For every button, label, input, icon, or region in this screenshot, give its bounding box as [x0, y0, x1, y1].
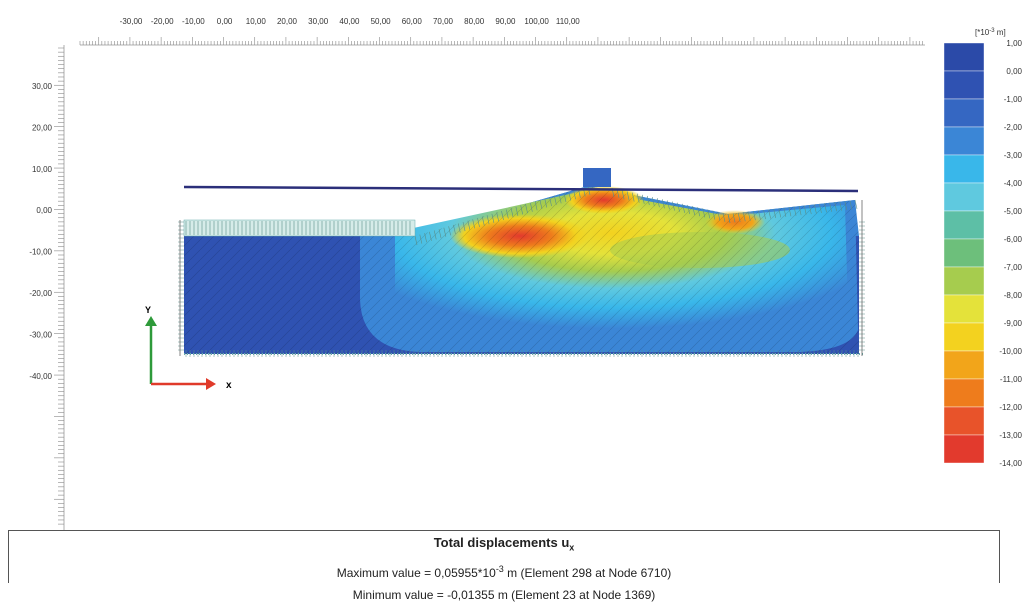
x-tick-label: 40,00: [339, 17, 360, 26]
legend-label: -3,00: [1004, 151, 1023, 160]
x-tick-label: 0,00: [217, 17, 233, 26]
x-tick-label: -10,00: [182, 17, 205, 26]
y-tick-label: 10,00: [32, 165, 53, 174]
max-prefix: Maximum value = 0,05955*10: [336, 565, 496, 580]
y-tick-label: 0,00: [36, 206, 52, 215]
legend-swatch: [943, 406, 985, 436]
x-tick-label: 80,00: [464, 17, 485, 26]
result-title: Total displacements ux: [9, 535, 999, 556]
y-tick-label: 30,00: [32, 82, 53, 91]
max-suffix: m (Element 298 at Node 6710): [503, 565, 672, 580]
legend-label: -12,00: [999, 403, 1022, 412]
y-tick-label: -10,00: [29, 248, 52, 257]
x-tick-label: 90,00: [495, 17, 516, 26]
legend-label: 0,00: [1006, 67, 1022, 76]
legend-swatch: [943, 126, 985, 156]
legend-label: -4,00: [1004, 179, 1023, 188]
legend-swatch: [943, 98, 985, 128]
legend-swatch: [943, 350, 985, 380]
top-ruler: [79, 37, 923, 45]
legend-label: -14,00: [999, 459, 1022, 468]
y-tick-label: -40,00: [29, 372, 52, 381]
left-surface-strip: [183, 219, 416, 237]
y-tick-label: 20,00: [32, 123, 53, 132]
legend-label: -7,00: [1004, 263, 1023, 272]
surface-hatch: [178, 185, 865, 357]
legend-swatch: [943, 238, 985, 268]
x-tick-label: 30,00: [308, 17, 329, 26]
legend-swatch: [943, 42, 985, 72]
legend-label: -13,00: [999, 431, 1022, 440]
legend-swatch: [943, 70, 985, 100]
x-axis-letter: x: [226, 380, 232, 391]
x-tick-label: -30,00: [120, 17, 143, 26]
left-ruler: [54, 47, 64, 525]
soil-model: [178, 168, 865, 357]
x-tick-label: 20,00: [277, 17, 298, 26]
legend-swatch: [943, 434, 985, 464]
x-tick-label: 60,00: [402, 17, 423, 26]
legend-swatch: [943, 378, 985, 408]
legend-swatch: [943, 182, 985, 212]
mesh-overlay: [184, 186, 859, 354]
legend-label: -5,00: [1004, 207, 1023, 216]
legend-swatch: [943, 266, 985, 296]
x-tick-label: 10,00: [246, 17, 267, 26]
max-exponent: -3: [495, 563, 504, 574]
legend-swatch: [943, 322, 985, 352]
maximum-value: Maximum value = 0,05955*10-3 m (Element …: [9, 562, 999, 580]
legend-label: 1,00: [1006, 39, 1022, 48]
x-tick-label: 50,00: [371, 17, 392, 26]
y-tick-label: -20,00: [29, 289, 52, 298]
y-tick-labels: 30,00 20,00 10,00 0,00 -10,00 -20,00 -30,00 -40…: [29, 82, 52, 381]
title-main: Total displacements u: [433, 535, 570, 550]
x-tick-label: 110,00: [556, 17, 580, 26]
legend-swatch: [943, 154, 985, 184]
x-tick-label: 70,00: [433, 17, 454, 26]
legend-swatch: [943, 294, 985, 324]
legend-label: -6,00: [1004, 235, 1023, 244]
legend-label: -8,00: [1004, 291, 1023, 300]
legend-unit: [*10-3 m]: [975, 28, 1006, 37]
legend-label: -2,00: [1004, 123, 1023, 132]
legend-label: -10,00: [999, 347, 1022, 356]
y-axis-letter: Y: [145, 305, 151, 315]
legend-label: -1,00: [1004, 95, 1023, 104]
axis-indicator: Y x: [145, 305, 232, 391]
displacement-plot: -30,00 -20,00 -10,00 0,00 10,00 20,00 30,00 40,…: [29, 17, 1023, 530]
minimum-value: Minimum value = -0,01355 m (Element 23 a…: [352, 587, 656, 602]
color-legend: [*10-3 m] 1,00 0,00 -1,00 -2,00 -3,00 -4,00 -5…: [943, 28, 1023, 468]
y-tick-label: -30,00: [29, 330, 52, 339]
water-level-line: [183, 185, 859, 193]
legend-swatch: [943, 210, 985, 240]
result-info-box: Total displacements ux Maximum value = 0…: [8, 530, 1000, 602]
x-tick-labels: -30,00 -20,00 -10,00 0,00 10,00 20,00 30,00 40,…: [120, 17, 581, 26]
x-tick-label: 100,00: [524, 17, 549, 26]
legend-label: -9,00: [1004, 319, 1023, 328]
x-tick-label: -20,00: [151, 17, 174, 26]
footing-block: [583, 168, 611, 187]
legend-label: -11,00: [1000, 375, 1023, 384]
title-subscript: x: [569, 542, 575, 553]
